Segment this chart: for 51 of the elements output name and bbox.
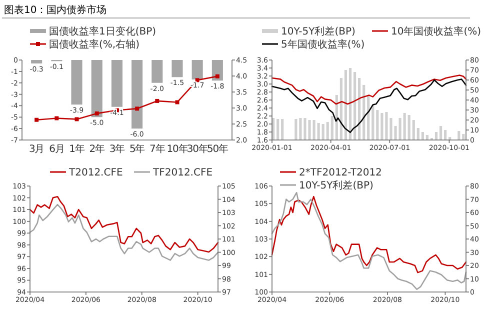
line-series: [271, 78, 467, 134]
line-series: [271, 192, 467, 290]
line-series: [271, 74, 467, 105]
x-tick-label: 6月: [49, 144, 64, 155]
legend-label: 国债收益率1日变化(BP): [49, 26, 156, 38]
legend-label: 10Y-5Y利差(BP): [299, 180, 374, 192]
point: [175, 100, 180, 104]
point: [135, 106, 140, 111]
bar: [372, 105, 374, 140]
bar: [416, 128, 420, 140]
line-series: [29, 204, 219, 261]
bar: [358, 78, 361, 140]
point: [215, 74, 220, 78]
x-tick-label: 3年: [109, 143, 126, 155]
x-tick-label: 1年: [69, 143, 85, 155]
chart-title: 图表10：国内债券市场: [4, 4, 107, 16]
bar: [348, 68, 352, 140]
bar: [353, 72, 356, 140]
legend-label: 2*TF2012-T2012: [299, 168, 382, 178]
x-tick-label: 7年: [150, 143, 166, 155]
bar: [444, 130, 447, 140]
bar: [412, 120, 415, 140]
x-tick-label: 3月: [28, 144, 44, 155]
legend-label: T2012.CFE: [68, 168, 123, 178]
bar: [281, 119, 284, 140]
bar: [294, 119, 298, 140]
x-tick-label: 30年: [186, 143, 208, 155]
x-tick-label: 2年: [89, 143, 106, 155]
bar: [276, 119, 280, 140]
bar: [326, 122, 329, 140]
bar: [458, 131, 460, 140]
legend-label: 国债收益率(%,右轴): [49, 38, 140, 50]
line-series: [271, 196, 467, 274]
legend-label: 10Y-5Y利差(BP): [281, 26, 356, 38]
bar: [344, 70, 348, 140]
x-tick-label: 10年: [166, 143, 188, 155]
legend-label: 5年国债收益率(%): [281, 38, 365, 50]
x-tick-label: 5年: [129, 143, 146, 155]
legend-label: TF2012.CFE: [152, 168, 213, 178]
point: [34, 118, 39, 122]
point: [94, 111, 99, 116]
x-tick-label: 50年: [206, 143, 228, 155]
bar: [330, 116, 334, 140]
point: [155, 98, 160, 103]
point: [74, 117, 79, 122]
legend-label: 10年国债收益率(%): [391, 26, 482, 38]
bar: [421, 132, 424, 140]
bar: [434, 132, 438, 140]
point: [54, 116, 59, 120]
bar: [439, 126, 442, 140]
line-series: [29, 196, 219, 253]
